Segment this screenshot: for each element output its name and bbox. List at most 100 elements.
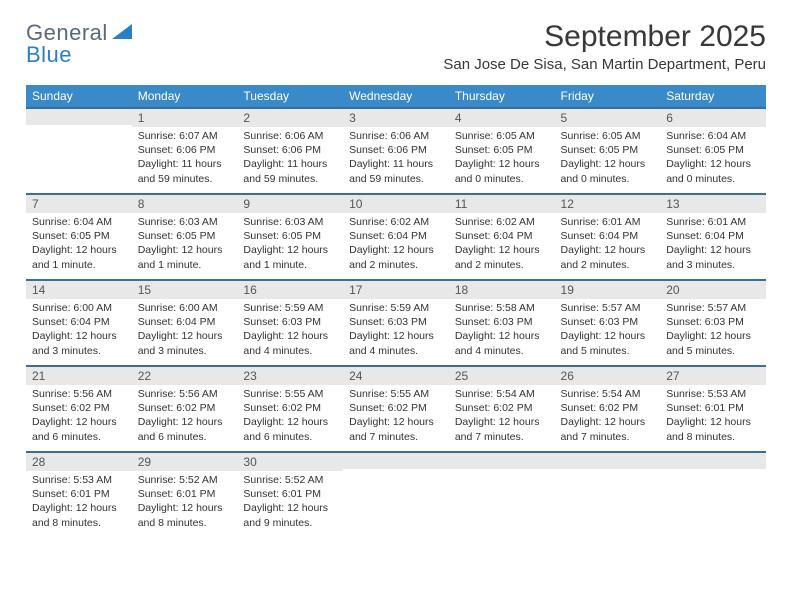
calendar-cell: 25Sunrise: 5:54 AMSunset: 6:02 PMDayligh…	[449, 365, 555, 451]
calendar-row: 7Sunrise: 6:04 AMSunset: 6:05 PMDaylight…	[26, 193, 766, 279]
day-details: Sunrise: 6:04 AMSunset: 6:05 PMDaylight:…	[26, 213, 132, 276]
calendar-cell: 5Sunrise: 6:05 AMSunset: 6:05 PMDaylight…	[555, 107, 661, 193]
day-details: Sunrise: 6:01 AMSunset: 6:04 PMDaylight:…	[555, 213, 661, 276]
calendar-cell	[343, 451, 449, 537]
day-number: 25	[449, 365, 555, 385]
day-details: Sunrise: 6:00 AMSunset: 6:04 PMDaylight:…	[26, 299, 132, 362]
calendar-row: 21Sunrise: 5:56 AMSunset: 6:02 PMDayligh…	[26, 365, 766, 451]
calendar-cell: 22Sunrise: 5:56 AMSunset: 6:02 PMDayligh…	[132, 365, 238, 451]
day-number: 30	[237, 451, 343, 471]
calendar-cell	[555, 451, 661, 537]
day-details: Sunrise: 5:56 AMSunset: 6:02 PMDaylight:…	[26, 385, 132, 448]
calendar-cell: 28Sunrise: 5:53 AMSunset: 6:01 PMDayligh…	[26, 451, 132, 537]
logo-triangle-icon	[112, 23, 132, 44]
weekday-header: Wednesday	[343, 85, 449, 107]
calendar-cell: 17Sunrise: 5:59 AMSunset: 6:03 PMDayligh…	[343, 279, 449, 365]
day-number: 9	[237, 193, 343, 213]
day-number: 4	[449, 107, 555, 127]
weekday-header: Saturday	[660, 85, 766, 107]
day-details: Sunrise: 6:07 AMSunset: 6:06 PMDaylight:…	[132, 127, 238, 190]
weekday-header: Sunday	[26, 85, 132, 107]
calendar-cell: 16Sunrise: 5:59 AMSunset: 6:03 PMDayligh…	[237, 279, 343, 365]
day-details: Sunrise: 5:57 AMSunset: 6:03 PMDaylight:…	[555, 299, 661, 362]
day-number: 7	[26, 193, 132, 213]
calendar-cell: 7Sunrise: 6:04 AMSunset: 6:05 PMDaylight…	[26, 193, 132, 279]
day-number: 1	[132, 107, 238, 127]
calendar-cell: 11Sunrise: 6:02 AMSunset: 6:04 PMDayligh…	[449, 193, 555, 279]
day-details: Sunrise: 6:05 AMSunset: 6:05 PMDaylight:…	[449, 127, 555, 190]
logo-blue-label: Blue	[26, 42, 72, 67]
day-number: 2	[237, 107, 343, 127]
empty-day-header	[26, 107, 132, 125]
empty-day-header	[660, 451, 766, 469]
header: General September 2025 San Jose De Sisa,…	[26, 20, 766, 79]
day-details: Sunrise: 5:54 AMSunset: 6:02 PMDaylight:…	[555, 385, 661, 448]
day-details: Sunrise: 5:55 AMSunset: 6:02 PMDaylight:…	[237, 385, 343, 448]
empty-day-header	[449, 451, 555, 469]
calendar-cell: 8Sunrise: 6:03 AMSunset: 6:05 PMDaylight…	[132, 193, 238, 279]
day-number: 27	[660, 365, 766, 385]
calendar-cell: 20Sunrise: 5:57 AMSunset: 6:03 PMDayligh…	[660, 279, 766, 365]
day-details: Sunrise: 5:58 AMSunset: 6:03 PMDaylight:…	[449, 299, 555, 362]
day-number: 6	[660, 107, 766, 127]
weekday-header: Friday	[555, 85, 661, 107]
day-number: 28	[26, 451, 132, 471]
day-details: Sunrise: 5:52 AMSunset: 6:01 PMDaylight:…	[132, 471, 238, 534]
calendar-row: 28Sunrise: 5:53 AMSunset: 6:01 PMDayligh…	[26, 451, 766, 537]
calendar-cell: 24Sunrise: 5:55 AMSunset: 6:02 PMDayligh…	[343, 365, 449, 451]
day-number: 21	[26, 365, 132, 385]
weekday-header: Tuesday	[237, 85, 343, 107]
calendar-table: SundayMondayTuesdayWednesdayThursdayFrid…	[26, 85, 766, 537]
day-details: Sunrise: 5:59 AMSunset: 6:03 PMDaylight:…	[343, 299, 449, 362]
day-number: 14	[26, 279, 132, 299]
day-details: Sunrise: 6:03 AMSunset: 6:05 PMDaylight:…	[237, 213, 343, 276]
day-details: Sunrise: 5:54 AMSunset: 6:02 PMDaylight:…	[449, 385, 555, 448]
calendar-cell: 27Sunrise: 5:53 AMSunset: 6:01 PMDayligh…	[660, 365, 766, 451]
weekday-header: Monday	[132, 85, 238, 107]
day-number: 29	[132, 451, 238, 471]
calendar-cell: 21Sunrise: 5:56 AMSunset: 6:02 PMDayligh…	[26, 365, 132, 451]
day-number: 13	[660, 193, 766, 213]
day-number: 11	[449, 193, 555, 213]
empty-day-header	[343, 451, 449, 469]
day-details: Sunrise: 6:06 AMSunset: 6:06 PMDaylight:…	[237, 127, 343, 190]
calendar-cell	[26, 107, 132, 193]
calendar-cell: 9Sunrise: 6:03 AMSunset: 6:05 PMDaylight…	[237, 193, 343, 279]
day-number: 5	[555, 107, 661, 127]
day-number: 18	[449, 279, 555, 299]
day-number: 12	[555, 193, 661, 213]
day-number: 26	[555, 365, 661, 385]
calendar-row: 14Sunrise: 6:00 AMSunset: 6:04 PMDayligh…	[26, 279, 766, 365]
calendar-row: 1Sunrise: 6:07 AMSunset: 6:06 PMDaylight…	[26, 107, 766, 193]
day-details: Sunrise: 5:59 AMSunset: 6:03 PMDaylight:…	[237, 299, 343, 362]
day-number: 10	[343, 193, 449, 213]
logo-blue-text: Blue	[26, 42, 72, 68]
day-number: 3	[343, 107, 449, 127]
calendar-cell: 1Sunrise: 6:07 AMSunset: 6:06 PMDaylight…	[132, 107, 238, 193]
calendar-cell	[660, 451, 766, 537]
day-number: 17	[343, 279, 449, 299]
month-title: September 2025	[443, 20, 766, 54]
calendar-cell: 18Sunrise: 5:58 AMSunset: 6:03 PMDayligh…	[449, 279, 555, 365]
day-number: 24	[343, 365, 449, 385]
day-details: Sunrise: 5:53 AMSunset: 6:01 PMDaylight:…	[660, 385, 766, 448]
day-details: Sunrise: 5:55 AMSunset: 6:02 PMDaylight:…	[343, 385, 449, 448]
calendar-cell: 4Sunrise: 6:05 AMSunset: 6:05 PMDaylight…	[449, 107, 555, 193]
day-details: Sunrise: 6:04 AMSunset: 6:05 PMDaylight:…	[660, 127, 766, 190]
calendar-cell: 23Sunrise: 5:55 AMSunset: 6:02 PMDayligh…	[237, 365, 343, 451]
calendar-cell: 15Sunrise: 6:00 AMSunset: 6:04 PMDayligh…	[132, 279, 238, 365]
calendar-header-row: SundayMondayTuesdayWednesdayThursdayFrid…	[26, 85, 766, 107]
calendar-cell: 26Sunrise: 5:54 AMSunset: 6:02 PMDayligh…	[555, 365, 661, 451]
day-number: 23	[237, 365, 343, 385]
calendar-cell: 14Sunrise: 6:00 AMSunset: 6:04 PMDayligh…	[26, 279, 132, 365]
day-details: Sunrise: 6:02 AMSunset: 6:04 PMDaylight:…	[343, 213, 449, 276]
day-details: Sunrise: 5:57 AMSunset: 6:03 PMDaylight:…	[660, 299, 766, 362]
day-number: 20	[660, 279, 766, 299]
day-details: Sunrise: 6:02 AMSunset: 6:04 PMDaylight:…	[449, 213, 555, 276]
day-details: Sunrise: 5:56 AMSunset: 6:02 PMDaylight:…	[132, 385, 238, 448]
weekday-header: Thursday	[449, 85, 555, 107]
calendar-cell: 10Sunrise: 6:02 AMSunset: 6:04 PMDayligh…	[343, 193, 449, 279]
day-details: Sunrise: 6:00 AMSunset: 6:04 PMDaylight:…	[132, 299, 238, 362]
day-details: Sunrise: 6:03 AMSunset: 6:05 PMDaylight:…	[132, 213, 238, 276]
location-subtitle: San Jose De Sisa, San Martin Department,…	[443, 56, 766, 73]
